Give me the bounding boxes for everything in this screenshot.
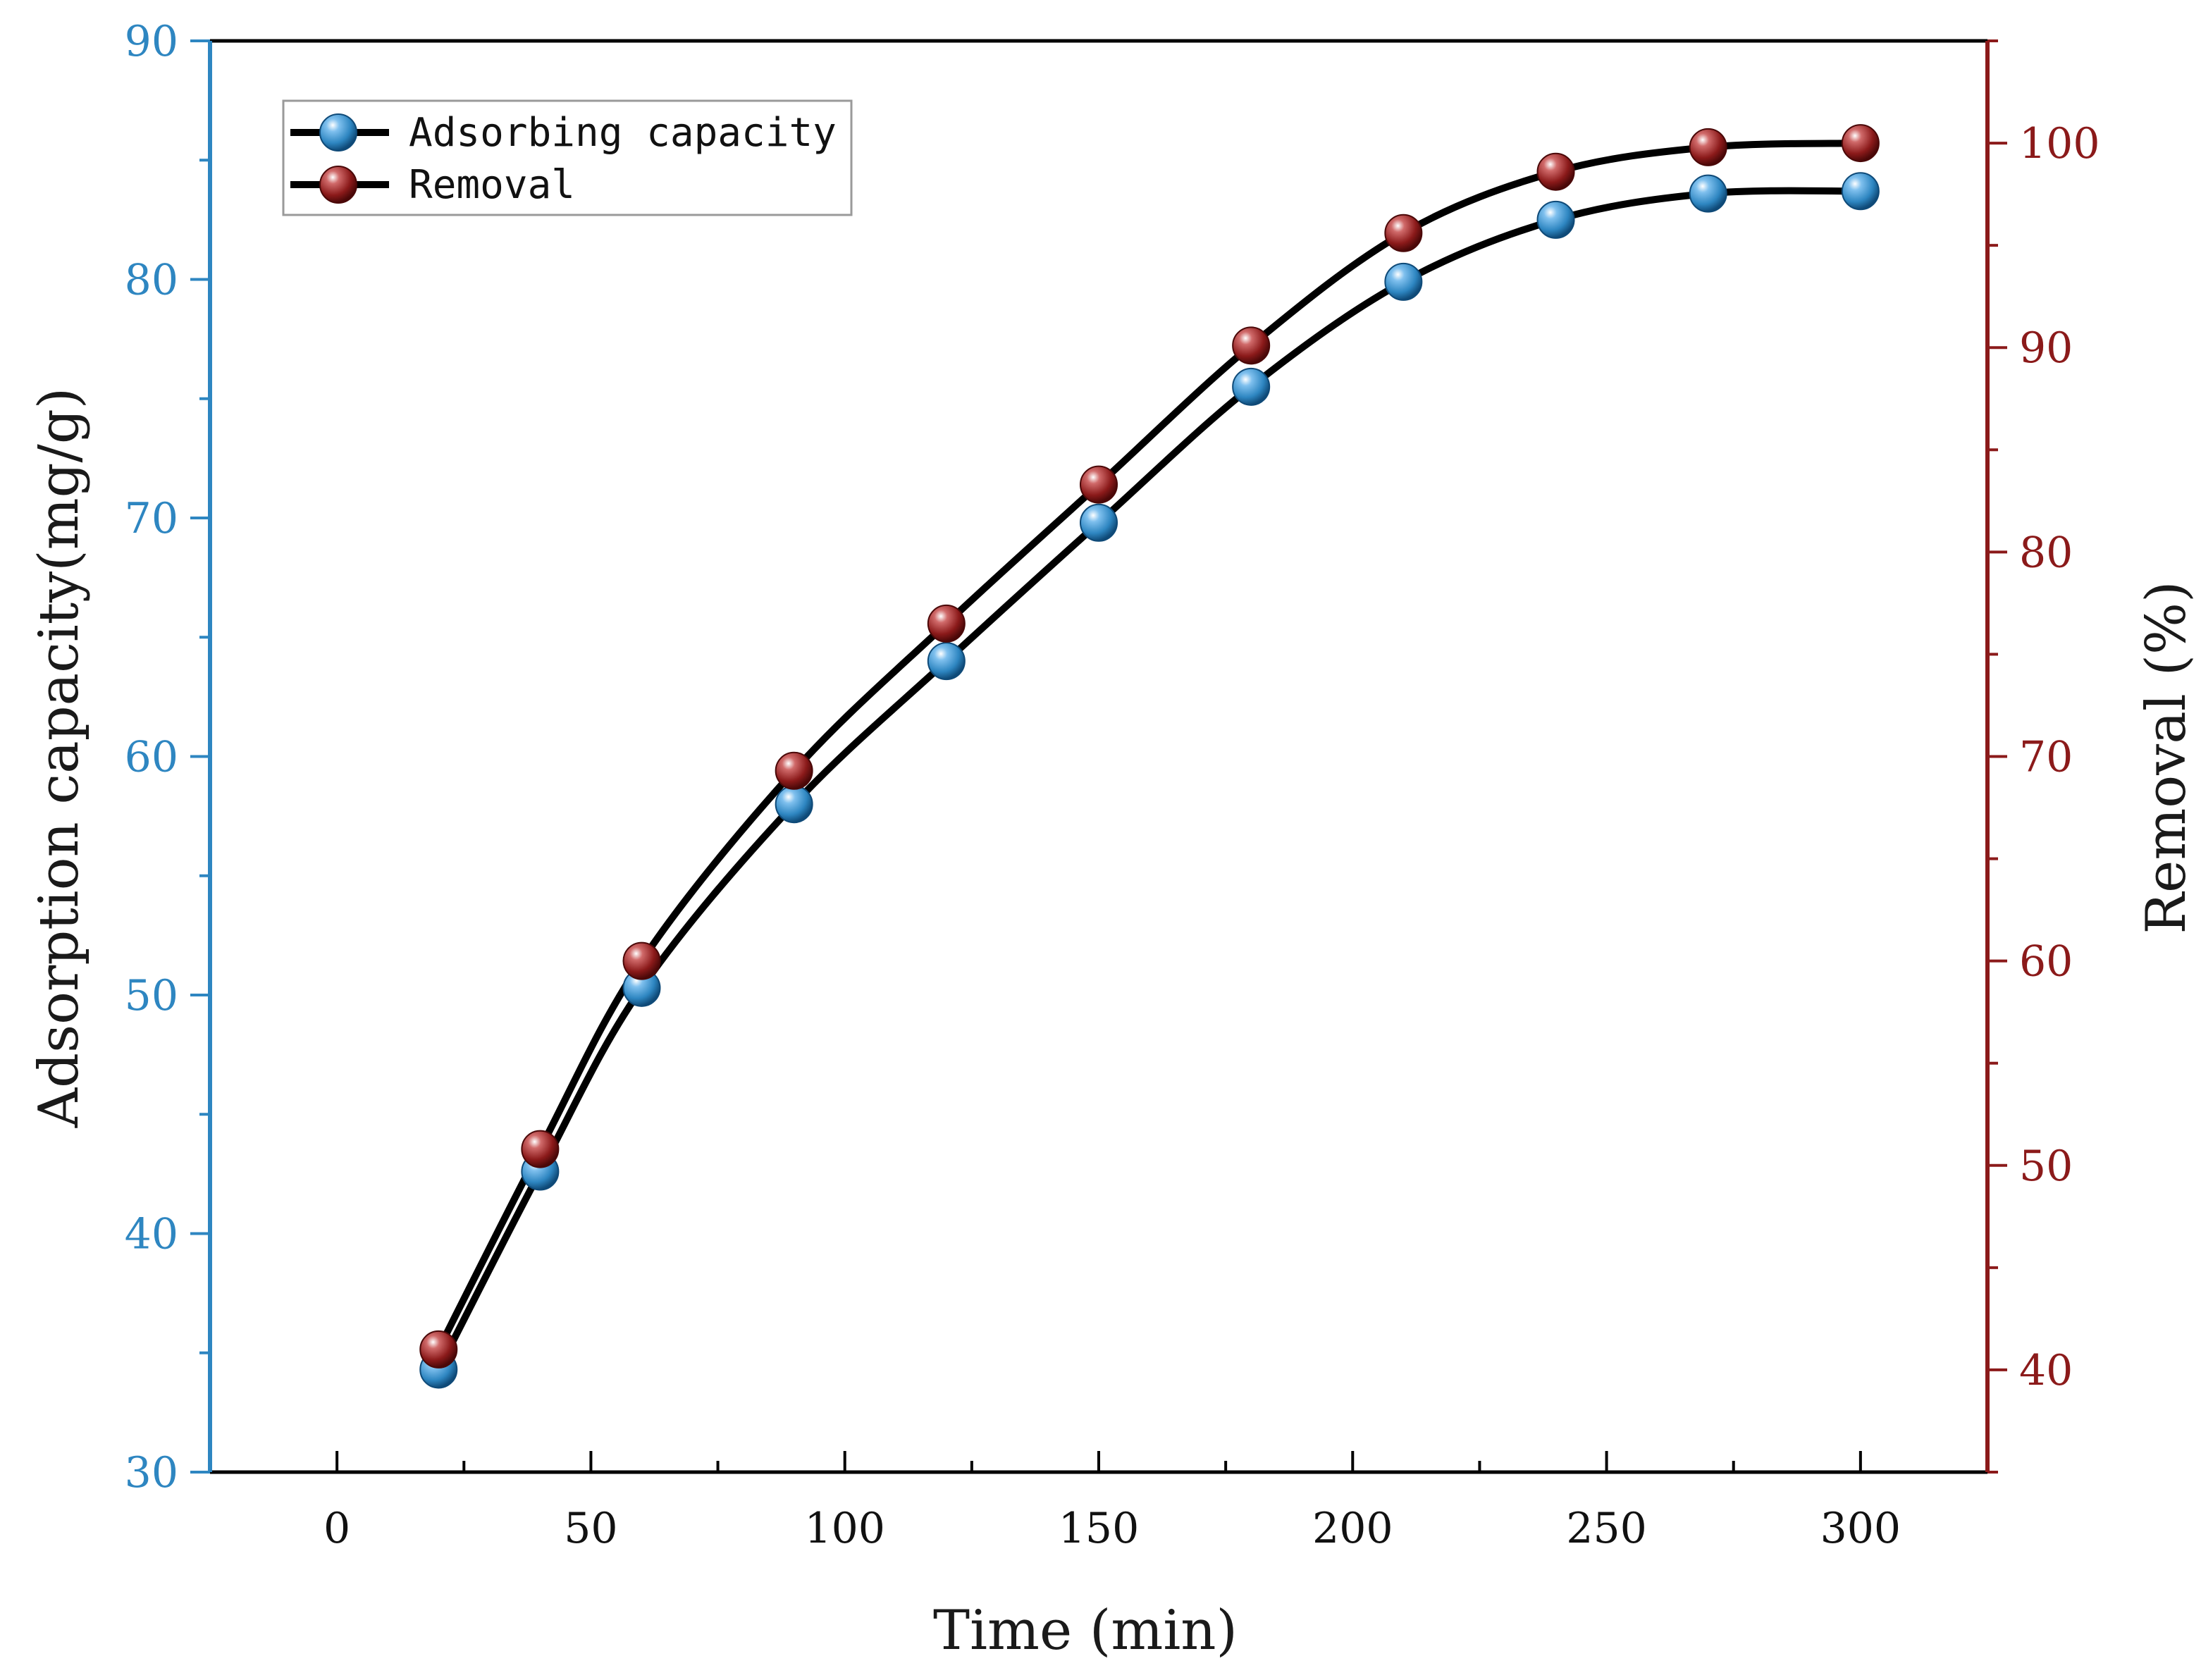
- data-point-removal: [1841, 124, 1880, 163]
- y-left-tick-label: 30: [125, 1448, 178, 1497]
- left-axis-ticks: 30 40 50 60 70 80 90: [125, 17, 210, 1497]
- legend-box: [282, 99, 853, 216]
- x-tick-label: 50: [564, 1504, 617, 1553]
- x-axis-ticks: 0 50 100 150 200 250 300: [323, 1451, 1901, 1553]
- series-line-adsorbing-capacity: [435, 187, 1864, 1373]
- data-point-removal: [1384, 214, 1423, 252]
- x-tick-label: 300: [1820, 1504, 1901, 1553]
- right-axis-ticks: 40 50 60 70 80 90 100: [1987, 39, 2100, 1474]
- data-point-removal: [521, 1130, 560, 1168]
- series-lines: [435, 140, 1864, 1373]
- data-point-removal: [419, 1330, 458, 1369]
- y-right-tick-label: 60: [2019, 937, 2073, 987]
- data-point-removal: [775, 751, 813, 790]
- legend-item-removal: Removal: [290, 162, 575, 208]
- y-right-tick-label: 80: [2019, 528, 2073, 577]
- y-right-tick-label: 100: [2019, 119, 2100, 168]
- x-tick-label: 200: [1312, 1504, 1393, 1553]
- y-left-tick-label: 40: [125, 1210, 178, 1259]
- y-right-tick-label: 70: [2019, 733, 2073, 782]
- data-point-adsorbing-capacity: [1232, 367, 1271, 406]
- data-point-adsorbing-capacity: [1536, 200, 1575, 239]
- data-point-removal: [1689, 128, 1727, 166]
- legend: Adsorbing capacity Removal: [282, 99, 853, 216]
- x-axis-title: Time (min): [933, 1599, 1238, 1662]
- data-point-adsorbing-capacity: [775, 785, 813, 824]
- data-point-adsorbing-capacity: [927, 642, 966, 681]
- data-point-adsorbing-capacity: [1384, 262, 1423, 301]
- y-right-tick-label: 90: [2019, 323, 2073, 373]
- data-point-adsorbing-capacity: [1689, 174, 1727, 213]
- data-point-removal: [1232, 326, 1271, 365]
- plot-frame: [208, 39, 1990, 1474]
- y-left-tick-label: 70: [125, 494, 178, 543]
- y-left-tick-label: 80: [125, 256, 178, 305]
- data-point-adsorbing-capacity: [1841, 172, 1880, 211]
- series-line-removal: [435, 140, 1864, 1353]
- x-tick-label: 150: [1059, 1504, 1140, 1553]
- legend-label-removal: Removal: [409, 162, 575, 208]
- y-left-tick-label: 90: [125, 17, 178, 66]
- legend-item-adsorbing-capacity: Adsorbing capacity: [290, 110, 837, 156]
- y-left-tick-label: 60: [125, 733, 178, 782]
- legend-marker-removal: [319, 166, 357, 204]
- right-axis-title: Removal (%): [2135, 581, 2198, 934]
- legend-label-adsorbing-capacity: Adsorbing capacity: [409, 110, 837, 156]
- y-left-tick-label: 50: [125, 971, 178, 1020]
- x-tick-label: 100: [804, 1504, 885, 1553]
- series-markers: [419, 124, 1880, 1389]
- data-point-removal: [1536, 152, 1575, 191]
- left-axis-title: Adsorption capacity(mg/g): [27, 388, 91, 1128]
- x-tick-label: 250: [1566, 1504, 1647, 1553]
- data-point-removal: [622, 941, 661, 980]
- data-point-removal: [927, 604, 966, 643]
- y-right-tick-label: 40: [2019, 1346, 2073, 1395]
- legend-marker-adsorbing-capacity: [319, 113, 357, 152]
- data-point-removal: [1080, 465, 1118, 504]
- x-tick-label: 0: [323, 1504, 350, 1553]
- data-point-adsorbing-capacity: [1080, 503, 1118, 542]
- y-right-tick-label: 50: [2019, 1142, 2073, 1191]
